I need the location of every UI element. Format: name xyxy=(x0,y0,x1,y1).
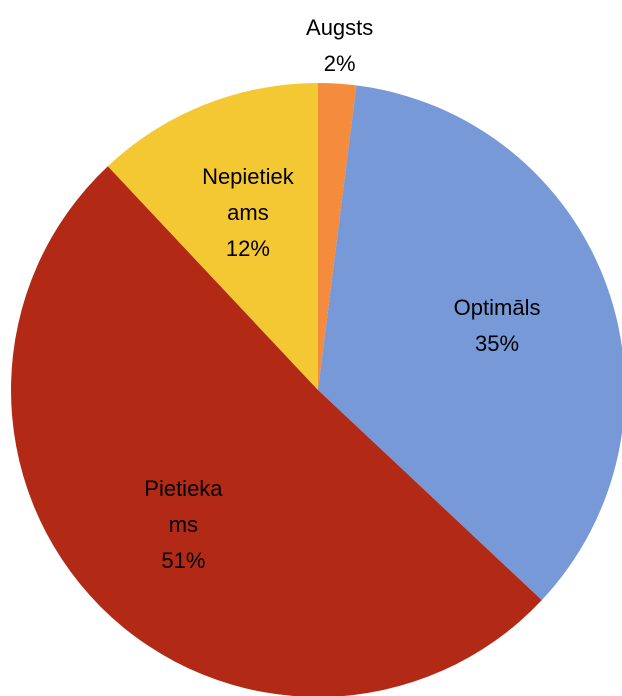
value-label: 51% xyxy=(161,547,206,573)
label-box: Pietiekams 51% xyxy=(103,460,263,590)
value-label: 2% xyxy=(323,50,356,76)
label-box: Optimāls 35% xyxy=(417,261,577,391)
label-box: Augsts 2% xyxy=(260,0,420,111)
value-label: 12% xyxy=(225,236,270,262)
slice-label: Nepietiekams 12% xyxy=(168,148,328,278)
pie-slice xyxy=(318,85,622,601)
category: Pietiekams xyxy=(144,475,223,537)
slice-label: Optimāls 35% xyxy=(417,261,577,391)
category: Nepietiekams xyxy=(202,164,294,226)
pie-slice xyxy=(11,166,542,696)
category: Optimāls xyxy=(453,294,541,320)
label-box: Nepietiekams 12% xyxy=(168,148,328,278)
value-label: 35% xyxy=(475,330,520,356)
slice-label: Augsts 2% xyxy=(260,0,420,111)
pie-slice xyxy=(107,83,318,390)
category: Augsts xyxy=(306,14,374,40)
pie-slice xyxy=(318,83,357,390)
slice-label: Pietiekams 51% xyxy=(103,460,263,590)
